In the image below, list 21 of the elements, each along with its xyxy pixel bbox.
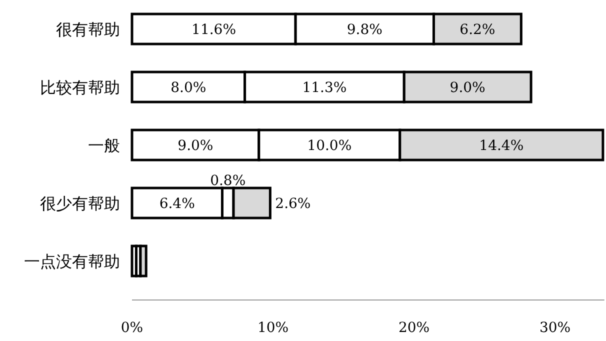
y-tick-label: 一般 — [88, 136, 120, 155]
data-label: 8.0% — [170, 80, 206, 96]
data-label: 9.0% — [450, 80, 486, 96]
data-label: 6.4% — [159, 196, 195, 212]
data-label: 9.0% — [178, 138, 214, 154]
data-label: 14.4% — [479, 138, 524, 154]
y-tick-label: 很有帮助 — [56, 20, 120, 39]
data-label: 11.3% — [302, 80, 347, 96]
x-tick-label: 30% — [539, 320, 571, 336]
data-label: 9.8% — [346, 22, 382, 38]
y-tick-label: 比较有帮助 — [40, 78, 120, 97]
x-tick-label: 10% — [257, 320, 289, 336]
data-label: 10.0% — [307, 138, 352, 154]
y-tick-label: 很少有帮助 — [40, 194, 120, 213]
y-tick-label: 一点没有帮助 — [24, 252, 120, 271]
data-label: 6.2% — [460, 22, 496, 38]
data-label: 0.8% — [210, 173, 246, 189]
x-tick-label: 20% — [398, 320, 430, 336]
data-label: 11.6% — [192, 22, 236, 38]
data-label: 2.6% — [275, 196, 311, 212]
x-tick-label: 0% — [120, 320, 144, 336]
